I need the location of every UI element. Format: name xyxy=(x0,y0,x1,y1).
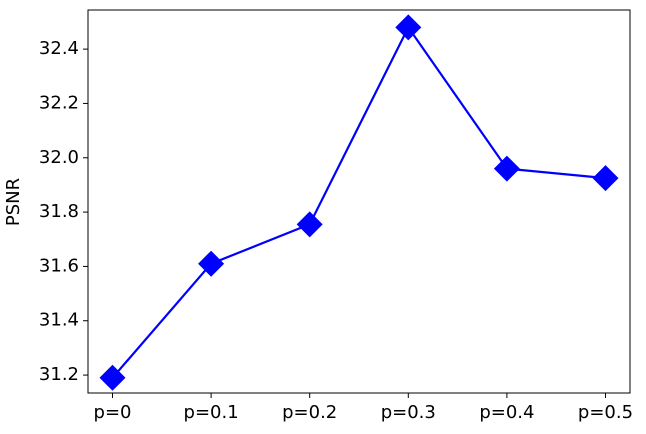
x-tick-label: p=0.2 xyxy=(282,402,337,423)
x-tick-label: p=0 xyxy=(94,402,132,423)
marker xyxy=(296,211,323,238)
marker xyxy=(99,364,126,391)
y-tick-label: 31.8 xyxy=(39,201,79,222)
y-tick-label: 31.2 xyxy=(39,364,79,385)
y-tick-label: 32.2 xyxy=(39,92,79,113)
plot-frame xyxy=(87,9,631,394)
marker xyxy=(493,155,520,182)
y-axis-label: PSNR xyxy=(3,178,24,226)
marker xyxy=(198,250,225,277)
marker xyxy=(592,165,619,192)
x-tick-label: p=0.4 xyxy=(479,402,534,423)
marker xyxy=(395,14,422,41)
x-tick-label: p=0.3 xyxy=(381,402,436,423)
x-tick-label: p=0.1 xyxy=(184,402,239,423)
y-tick-label: 31.4 xyxy=(39,310,79,331)
y-tick-label: 32.4 xyxy=(39,38,79,59)
series-line xyxy=(111,25,606,379)
x-tick-label: p=0.5 xyxy=(578,402,633,423)
y-tick-label: 32.0 xyxy=(39,147,79,168)
y-tick-label: 31.6 xyxy=(39,255,79,276)
